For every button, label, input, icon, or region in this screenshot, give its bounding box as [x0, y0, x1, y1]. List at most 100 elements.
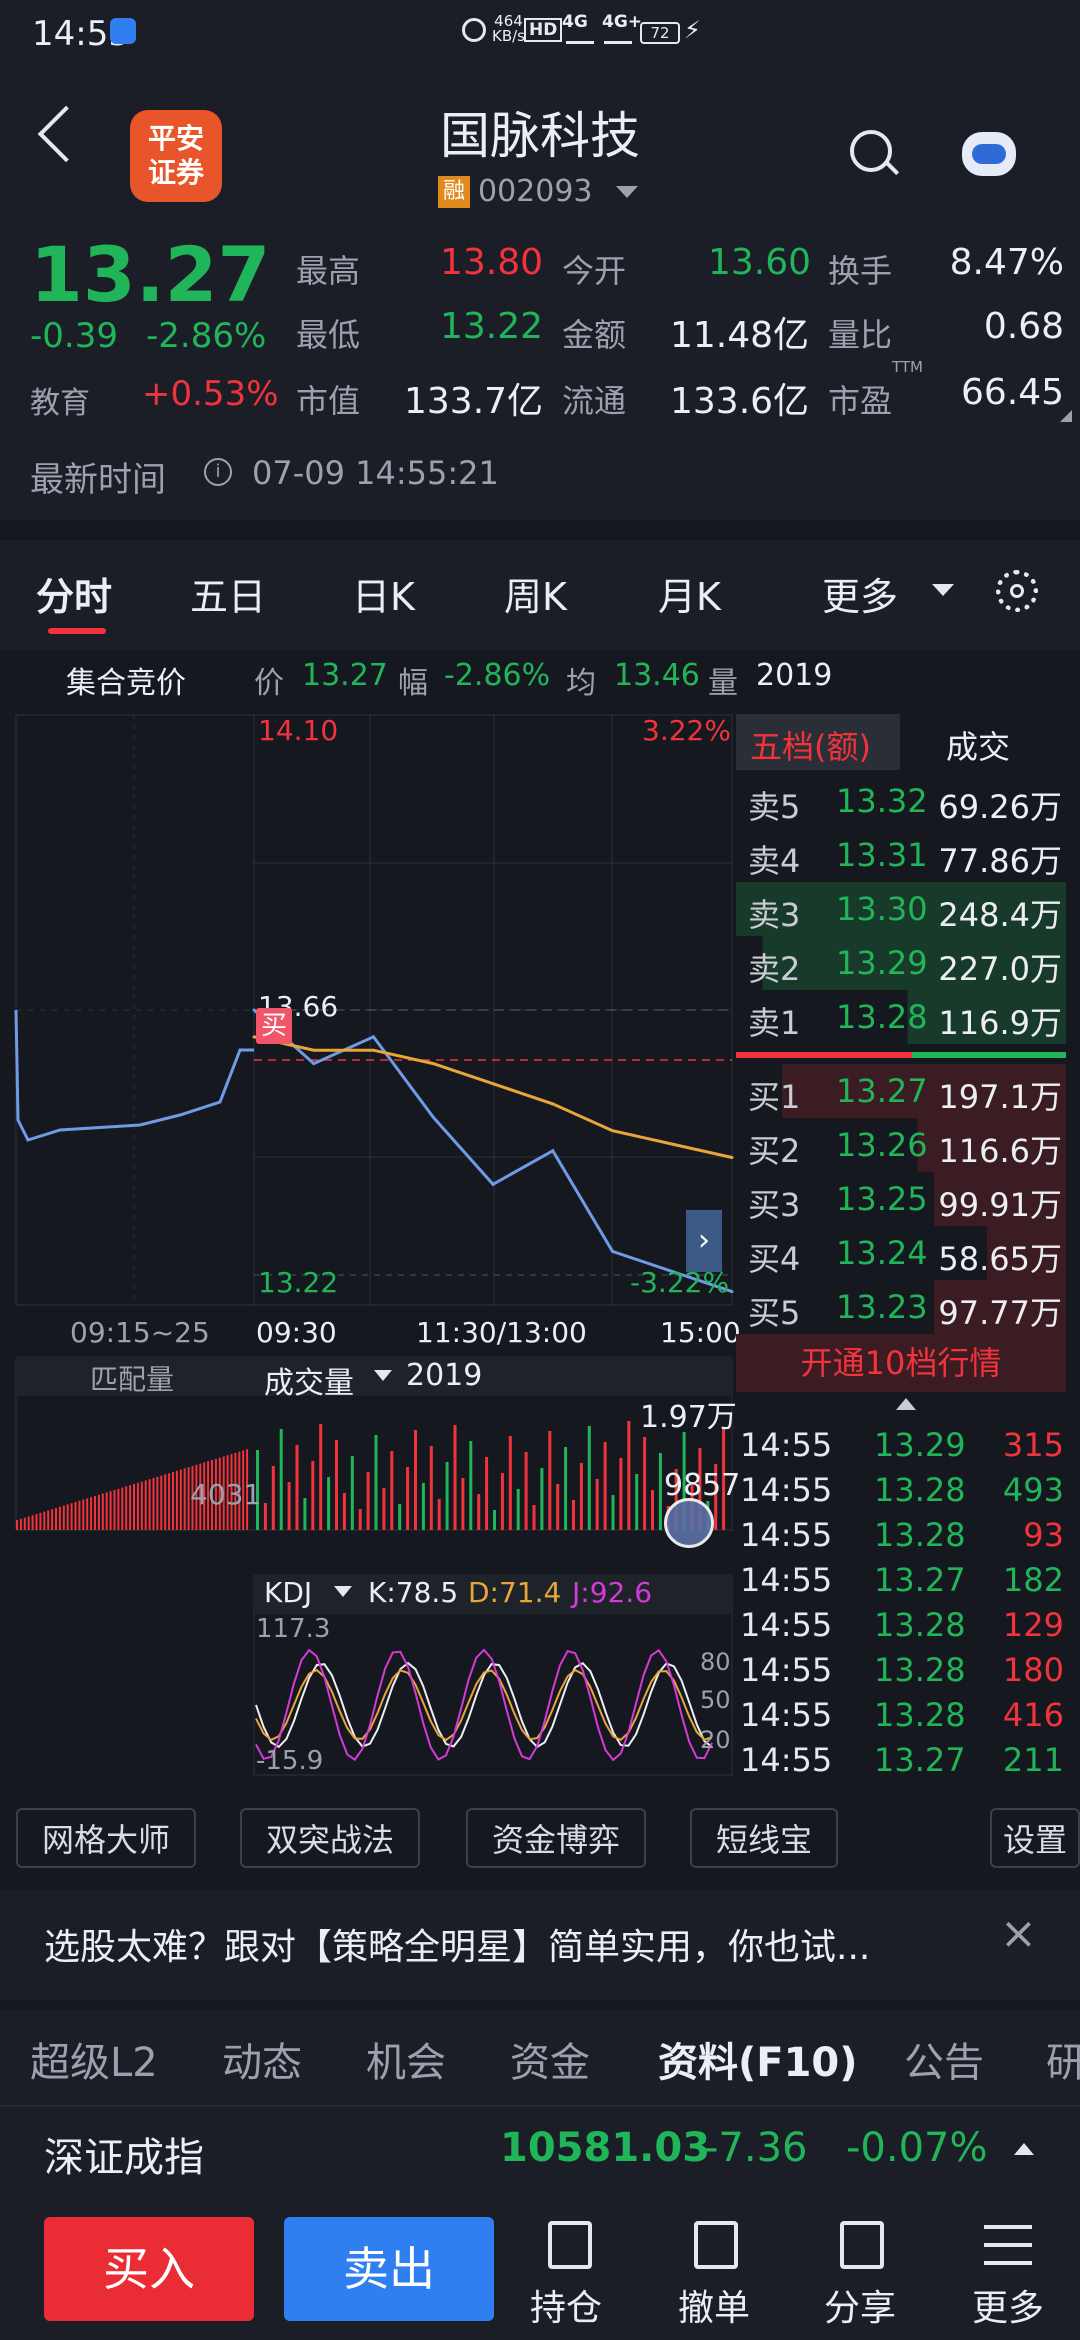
volume-bar [469, 1441, 473, 1530]
volume-dropdown[interactable]: 成交量 [264, 1366, 354, 1401]
volume-bar [303, 1498, 307, 1530]
volume-bar [140, 1481, 143, 1530]
tab-f10[interactable]: 资料(F10) [658, 2040, 858, 2086]
order-book-sell3: 卖3 13.30 248.4万 [736, 882, 1066, 936]
tab-opportunity[interactable]: 机会 [366, 2040, 446, 2086]
index-expand-icon[interactable] [1014, 2143, 1034, 2155]
tab-super-l2[interactable]: 超级L2 [30, 2040, 158, 2086]
volume-bar [47, 1510, 50, 1530]
volume-bar [493, 1510, 496, 1530]
search-icon[interactable] [850, 130, 892, 172]
kdj-dropdown[interactable]: KDJ [264, 1576, 313, 1609]
share-button[interactable]: 分享 [810, 2221, 910, 2331]
volume-bar [160, 1475, 163, 1530]
trade-volume: 182 [1002, 1561, 1064, 1599]
index-ticker[interactable]: 深证成指 10581.03 -7.36 -0.07% [0, 2105, 1080, 2195]
kdj-d-value: D:71.4 [468, 1576, 562, 1609]
tab-news[interactable]: 动态 [222, 2040, 302, 2086]
tab-trades[interactable]: 成交 [946, 728, 1011, 766]
more-menu-icon [984, 2225, 1032, 2265]
volume-bar [148, 1479, 151, 1530]
buy-marker-tag[interactable]: 买 [256, 1008, 292, 1044]
trade-price: 13.28 [874, 1696, 966, 1734]
holdings-button[interactable]: 持仓 [520, 2221, 620, 2331]
tab-more[interactable]: 更多 [822, 575, 899, 619]
buy-button[interactable]: 买入 [44, 2217, 254, 2321]
volume-bar [62, 1505, 65, 1530]
buy3-label: 买3 [748, 1186, 801, 1224]
settings-gear-icon[interactable] [996, 570, 1038, 612]
info-icon[interactable]: i [204, 458, 232, 486]
buy4-price: 13.24 [836, 1234, 928, 1272]
holdings-icon [548, 2221, 592, 2269]
volume-bar [66, 1504, 69, 1530]
series-point [670, 1142, 674, 1146]
volume-bar [366, 1472, 370, 1530]
chart-next-arrow[interactable]: › [686, 1210, 722, 1272]
volume-bar [187, 1467, 190, 1530]
tools-settings-button[interactable]: 设置 [990, 1808, 1080, 1868]
double-breakout-button[interactable]: 双突战法 [240, 1808, 420, 1868]
tab-intraday[interactable]: 分时 [36, 575, 113, 619]
volume-dropdown-icon[interactable] [374, 1370, 392, 1381]
volume-bar [191, 1466, 194, 1530]
tab-order-book[interactable]: 五档(额) [736, 714, 900, 770]
open-label: 今开 [562, 252, 627, 290]
tab-monthly-k[interactable]: 月K [658, 575, 721, 619]
sector-change[interactable]: +0.53% [142, 374, 279, 414]
volume-bar [203, 1462, 206, 1530]
volume-bar [51, 1509, 54, 1530]
share-icon [840, 2221, 884, 2269]
match-volume-header: 匹配量 [16, 1356, 254, 1396]
series-point [312, 1062, 316, 1066]
tab-funds[interactable]: 资金 [510, 2040, 590, 2086]
buy2-price: 13.26 [836, 1126, 928, 1164]
price-line [252, 1008, 733, 1294]
fund-game-button[interactable]: 资金博弈 [466, 1808, 646, 1868]
broker-logo[interactable]: 平安 证券 [130, 110, 222, 202]
grid-master-button[interactable]: 网格大师 [16, 1808, 196, 1868]
expand-corner-icon[interactable] [1060, 410, 1072, 422]
open-level10-button[interactable]: 开通10档行情 [736, 1334, 1066, 1392]
kdj-j-value: J:92.6 [572, 1576, 653, 1609]
fullscreen-toggle-icon[interactable] [664, 1498, 714, 1548]
sell3-label: 卖3 [748, 896, 801, 934]
auction-label: 集合竞价 [66, 666, 186, 701]
volume-bar [271, 1466, 275, 1530]
code-dropdown-icon[interactable] [616, 186, 638, 198]
sector-label[interactable]: 教育 [30, 386, 90, 421]
close-banner-icon[interactable]: × [1000, 1908, 1037, 1959]
tab-research[interactable]: 研 [1046, 2040, 1080, 2086]
more-dropdown-icon[interactable] [932, 584, 954, 596]
trade-tick-row: 14:55 13.28 493 [740, 1471, 1066, 1516]
trade-price: 13.27 [874, 1741, 966, 1779]
more-button[interactable]: 更多 [958, 2221, 1058, 2331]
tab-daily-k[interactable]: 日K [352, 575, 415, 619]
trade-tick-row: 14:55 13.27 182 [740, 1561, 1066, 1606]
volume-bar [508, 1436, 512, 1530]
period-tabs: 分时 五日 日K 周K 月K 更多 [0, 540, 1080, 650]
tab-announcement[interactable]: 公告 [904, 2040, 984, 2086]
x-label-open: 09:30 [256, 1316, 337, 1349]
robot-assistant-icon[interactable] [962, 132, 1016, 176]
kdj-dropdown-icon[interactable] [334, 1586, 352, 1597]
cancel-order-button[interactable]: 撤单 [664, 2221, 764, 2331]
buy5-label: 买5 [748, 1294, 801, 1332]
speed-unit: KB/s [492, 27, 525, 45]
tab-weekly-k[interactable]: 周K [504, 575, 567, 619]
series-point [551, 1149, 555, 1153]
volume-bar [564, 1447, 568, 1530]
sell1-label: 卖1 [748, 1004, 801, 1042]
order-book-sell4: 卖4 13.31 77.86万 [736, 828, 1066, 882]
quote-panel: 13.27 -0.39 -2.86% 教育 +0.53% 最高 13.80 今开… [0, 230, 1080, 520]
volume-bar [256, 1450, 259, 1530]
collapse-up-icon[interactable] [896, 1398, 916, 1410]
volume-bar [222, 1456, 225, 1530]
promo-banner[interactable]: 选股太难？跟对【策略全明星】简单实用，你也试... × [0, 1890, 1080, 2000]
tab-five-day[interactable]: 五日 [190, 575, 267, 619]
trade-price: 13.27 [874, 1561, 966, 1599]
alarm-icon [462, 18, 486, 42]
sell-button[interactable]: 卖出 [284, 2217, 494, 2321]
series-point [372, 1035, 375, 1039]
short-line-button[interactable]: 短线宝 [690, 1808, 838, 1868]
